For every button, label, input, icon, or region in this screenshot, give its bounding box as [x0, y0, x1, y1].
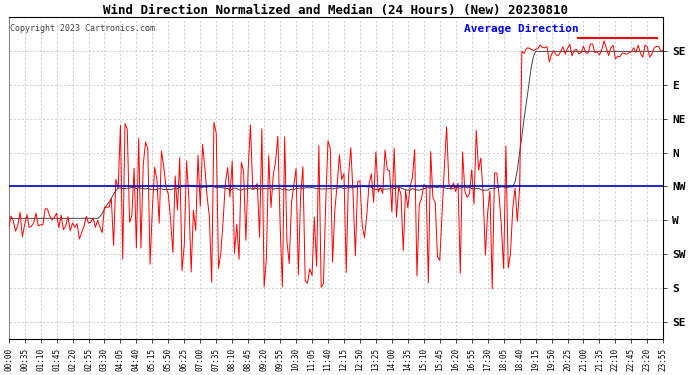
Title: Wind Direction Normalized and Median (24 Hours) (New) 20230810: Wind Direction Normalized and Median (24…	[104, 4, 569, 17]
Text: Average Direction: Average Direction	[464, 24, 578, 34]
Text: Copyright 2023 Cartronics.com: Copyright 2023 Cartronics.com	[10, 24, 155, 33]
